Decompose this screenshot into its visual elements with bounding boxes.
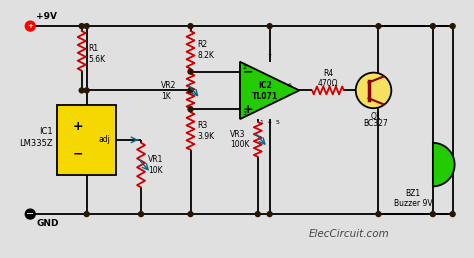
- Circle shape: [450, 212, 455, 216]
- Text: Q1: Q1: [370, 112, 381, 121]
- Text: R3
3.9K: R3 3.9K: [198, 121, 215, 141]
- Polygon shape: [240, 62, 299, 119]
- Text: adj: adj: [99, 135, 110, 144]
- Circle shape: [188, 69, 193, 74]
- Text: 2: 2: [243, 65, 247, 70]
- Circle shape: [84, 212, 89, 216]
- Text: −: −: [243, 65, 253, 78]
- Text: BC327: BC327: [363, 119, 388, 128]
- Circle shape: [25, 209, 35, 219]
- Text: R2
8.2K: R2 8.2K: [198, 40, 214, 60]
- Circle shape: [84, 24, 89, 29]
- Text: +: +: [27, 23, 33, 29]
- Text: 4: 4: [268, 120, 272, 125]
- FancyBboxPatch shape: [57, 105, 116, 174]
- Circle shape: [188, 24, 193, 29]
- Circle shape: [84, 88, 89, 93]
- Text: −: −: [73, 147, 83, 160]
- Text: R1
5.6K: R1 5.6K: [89, 44, 106, 63]
- Text: +: +: [243, 103, 253, 116]
- Text: VR2
1K: VR2 1K: [161, 81, 176, 101]
- Circle shape: [376, 212, 381, 216]
- Text: Buzzer 9V: Buzzer 9V: [394, 199, 432, 208]
- Text: 3: 3: [243, 111, 247, 116]
- Text: GND: GND: [36, 220, 59, 229]
- Circle shape: [267, 212, 272, 216]
- Text: VR1
10K: VR1 10K: [148, 155, 164, 175]
- Text: ElecCircuit.com: ElecCircuit.com: [309, 229, 389, 239]
- Circle shape: [138, 212, 144, 216]
- Circle shape: [188, 107, 193, 112]
- Text: R4
470Ω: R4 470Ω: [318, 69, 338, 88]
- Text: TL071: TL071: [252, 92, 278, 101]
- Circle shape: [79, 24, 84, 29]
- Circle shape: [79, 88, 84, 93]
- Text: 7: 7: [268, 54, 272, 59]
- Circle shape: [188, 212, 193, 216]
- Circle shape: [267, 24, 272, 29]
- Text: 1: 1: [260, 120, 264, 125]
- Text: IC1: IC1: [39, 127, 53, 136]
- Text: +: +: [73, 119, 83, 133]
- Circle shape: [450, 24, 455, 29]
- Circle shape: [376, 24, 381, 29]
- Text: IC2: IC2: [258, 81, 272, 90]
- Text: −: −: [26, 209, 34, 219]
- Text: VR3
100K: VR3 100K: [230, 130, 250, 149]
- Polygon shape: [433, 143, 455, 186]
- Circle shape: [188, 88, 193, 93]
- Text: 6: 6: [287, 83, 292, 88]
- Circle shape: [25, 21, 35, 31]
- Text: BZ1: BZ1: [406, 189, 420, 198]
- Text: LM335Z: LM335Z: [19, 139, 53, 148]
- Circle shape: [255, 212, 260, 216]
- Text: 5: 5: [275, 120, 280, 125]
- Circle shape: [430, 212, 435, 216]
- Circle shape: [430, 24, 435, 29]
- Circle shape: [356, 72, 392, 108]
- Text: +9V: +9V: [36, 12, 57, 21]
